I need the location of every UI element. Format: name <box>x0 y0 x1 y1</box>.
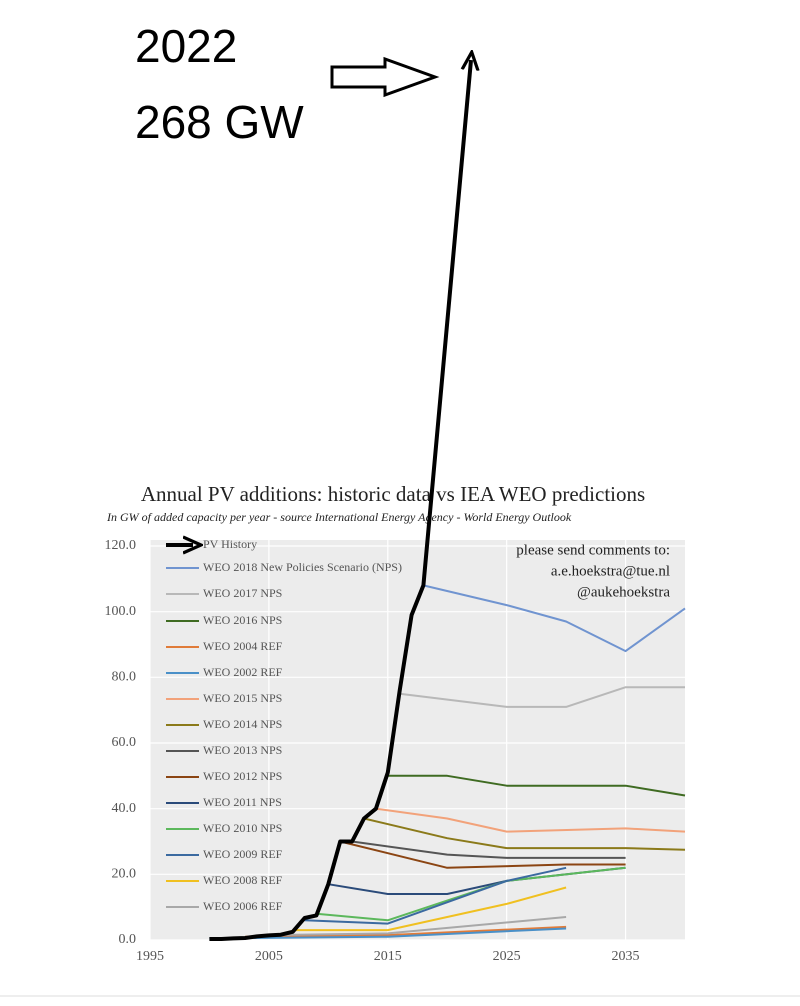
y-tick-label: 20.0 <box>112 867 137 882</box>
legend-label: WEO 2010 NPS <box>203 821 282 835</box>
prediction-line <box>399 686 685 708</box>
x-tick-label: 2025 <box>493 949 521 964</box>
y-tick-label: 0.0 <box>119 932 137 947</box>
prediction-line <box>423 584 686 653</box>
legend-label: WEO 2004 REF <box>203 639 283 653</box>
legend-label: WEO 2008 REF <box>203 873 283 887</box>
legend-label: WEO 2014 NPS <box>203 717 282 731</box>
prediction-line <box>292 886 567 932</box>
legend-label: WEO 2011 NPS <box>203 795 282 809</box>
legend-label: WEO 2017 NPS <box>203 586 282 600</box>
prediction-line <box>387 774 686 797</box>
prediction-line <box>268 916 567 937</box>
annotation: 268 GW <box>135 96 304 148</box>
x-tick-label: 1995 <box>136 949 164 964</box>
note: @aukehoekstra <box>577 584 670 600</box>
annotation: 2022 <box>135 20 237 72</box>
annotation-arrow <box>330 56 440 98</box>
legend-label: WEO 2018 New Policies Scenario (NPS) <box>203 560 402 574</box>
note: a.e.hoekstra@tue.nl <box>551 563 670 579</box>
y-tick-label: 60.0 <box>112 735 137 750</box>
legend-label: WEO 2009 REF <box>203 847 283 861</box>
x-tick-label: 2005 <box>255 949 283 964</box>
y-tick-label: 80.0 <box>112 670 137 685</box>
legend-label: WEO 2006 REF <box>203 899 283 913</box>
prediction-line <box>316 866 626 922</box>
legend-label: WEO 2013 NPS <box>203 743 282 757</box>
prediction-line <box>363 817 686 851</box>
y-tick-label: 120.0 <box>105 538 137 553</box>
legend-label: WEO 2012 NPS <box>203 769 282 783</box>
legend-label: WEO 2002 REF <box>203 665 283 679</box>
y-tick-label: 40.0 <box>112 801 137 816</box>
prediction-line <box>304 866 567 925</box>
x-tick-label: 2035 <box>612 949 640 964</box>
legend-label: WEO 2015 NPS <box>203 691 282 705</box>
note: please send comments to: <box>516 542 670 558</box>
chart-title: Annual PV additions: historic data vs IE… <box>141 482 645 506</box>
prediction-line <box>375 807 686 833</box>
plot-background <box>150 540 685 940</box>
legend-label: PV History <box>203 537 257 551</box>
x-tick-label: 2015 <box>374 949 402 964</box>
prediction-line <box>245 925 567 938</box>
history-line <box>209 60 471 941</box>
prediction-line <box>351 840 626 859</box>
y-tick-label: 100.0 <box>105 604 137 619</box>
prediction-line <box>209 927 567 940</box>
chart-subtitle: In GW of added capacity per year - sourc… <box>106 510 572 524</box>
prediction-line <box>339 840 626 869</box>
legend-label: WEO 2016 NPS <box>203 613 282 627</box>
